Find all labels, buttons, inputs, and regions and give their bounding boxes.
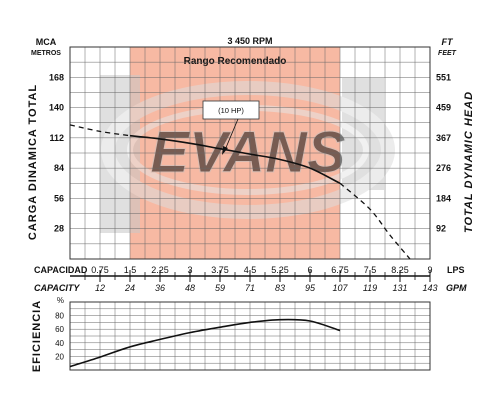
- head-curve-dashed-left: [69, 124, 131, 137]
- x-label-capacidad: CAPACIDAD: [34, 265, 88, 275]
- x-tick-label-gpm: 36: [155, 283, 165, 293]
- y-tick-label-left: 28: [54, 224, 64, 234]
- x-tick-label-gpm: 83: [275, 283, 285, 293]
- efficiency-tick-label: 80: [55, 312, 64, 321]
- y-tick-label-right: 184: [436, 193, 451, 203]
- chart-title: 3 450 RPM: [227, 36, 272, 46]
- x-tick-label-gpm: 12: [95, 283, 105, 293]
- x-label-capacity: CAPACITY: [34, 283, 80, 293]
- y-axis-label-left: CARGA DINAMICA TOTAL: [27, 84, 39, 240]
- left-unit-metros: METROS: [31, 50, 61, 57]
- y-tick-label-left: 168: [49, 72, 64, 82]
- x-tick-label-lps: 8.25: [391, 265, 409, 275]
- x-tick-label-gpm: 107: [332, 283, 348, 293]
- x-tick-label-gpm: 71: [245, 283, 255, 293]
- x-tick-label-lps: 4.5: [244, 265, 257, 275]
- hp-annotation-box: [202, 100, 260, 120]
- right-unit-feet: FEET: [438, 50, 457, 57]
- left-unit-mca: MCA: [36, 37, 57, 47]
- efficiency-tick-label: 20: [55, 352, 64, 361]
- x-tick-label-lps: 0.75: [91, 265, 109, 275]
- head-chart-frame: [69, 46, 431, 260]
- x-tick-label-lps: 6: [307, 265, 312, 275]
- watermark-text: EVANS: [150, 120, 346, 185]
- x-tick-label-lps: 1.5: [124, 265, 137, 275]
- x-tick-label-gpm: 48: [185, 283, 195, 293]
- efficiency-unit: %: [57, 296, 64, 305]
- x-tick-label-lps: 5.25: [271, 265, 289, 275]
- y-tick-label-right: 459: [436, 103, 451, 113]
- x-tick-label-gpm: 24: [124, 283, 135, 293]
- right-unit-ft: FT: [442, 37, 454, 47]
- efficiency-axis-label: EFICIENCIA: [31, 300, 43, 372]
- efficiency-curve: [69, 318, 341, 368]
- left-axis-ticks: 28 56 84 112 140 168: [49, 72, 64, 233]
- y-tick-label-right: 551: [436, 72, 451, 82]
- x-tick-label-lps: 3: [187, 265, 192, 275]
- efficiency-grid: [70, 302, 430, 370]
- x-tick-label-gpm: 131: [392, 283, 407, 293]
- efficiency-chart: 20 40 60 80 % EFICIENCIA: [31, 296, 431, 372]
- y-tick-label-right: 367: [436, 133, 451, 143]
- x-tick-label-gpm: 143: [422, 283, 437, 293]
- hp-annotation: (10 HP): [202, 100, 260, 155]
- y-tick-label-left: 140: [49, 103, 64, 113]
- hp-annotation-arrow: [224, 118, 239, 151]
- y-tick-label-left: 56: [54, 193, 64, 203]
- efficiency-tick-label: 40: [55, 339, 64, 348]
- efficiency-chart-frame: [69, 301, 431, 371]
- x-tick-label-lps: 2.25: [151, 265, 169, 275]
- y-tick-label-left: 84: [54, 163, 64, 173]
- head-curve-solid: [129, 134, 341, 185]
- y-tick-label-right: 92: [436, 224, 446, 234]
- y-tick-label-right: 276: [436, 163, 451, 173]
- head-curve-dashed-right: [339, 182, 411, 260]
- y-axis-label-right: TOTAL DYNAMIC HEAD: [463, 91, 475, 233]
- x-unit-lps: LPS: [447, 265, 465, 275]
- x-unit-gpm: GPM: [446, 283, 467, 293]
- efficiency-tick-label: 60: [55, 325, 64, 334]
- watermark-ellipse-outer: [101, 81, 395, 219]
- x-tick-label-lps: 9: [427, 265, 432, 275]
- x-tick-label-lps: 3.75: [211, 265, 229, 275]
- efficiency-axis-ticks: 20 40 60 80: [55, 312, 64, 362]
- right-axis-ticks: 92 184 276 367 459 551: [436, 72, 451, 233]
- x-tick-label-gpm: 95: [305, 283, 316, 293]
- x-tick-label-lps: 7.5: [364, 265, 377, 275]
- y-tick-label-left: 112: [49, 133, 64, 143]
- x-axis-ticks: 0.75 12 1.5 24 2.25 36 3 48 3.75 59 4.5 71 5.25 83 6 95…: [84, 265, 438, 293]
- x-axis: 0.75 12 1.5 24 2.25 36 3 48 3.75 59 4.5 71 5.25 83 6 95…: [34, 265, 467, 293]
- x-tick-label-gpm: 119: [363, 283, 377, 293]
- x-tick-label-lps: 6.75: [331, 265, 349, 275]
- hp-annotation-label: (10 HP): [218, 106, 244, 115]
- x-tick-label-gpm: 59: [215, 283, 225, 293]
- head-grid: [70, 47, 430, 259]
- hp-annotation-arrowhead: [222, 146, 228, 155]
- head-chart: Rango Recomendado EVANS 3 450 RPM MCA ME…: [27, 36, 475, 260]
